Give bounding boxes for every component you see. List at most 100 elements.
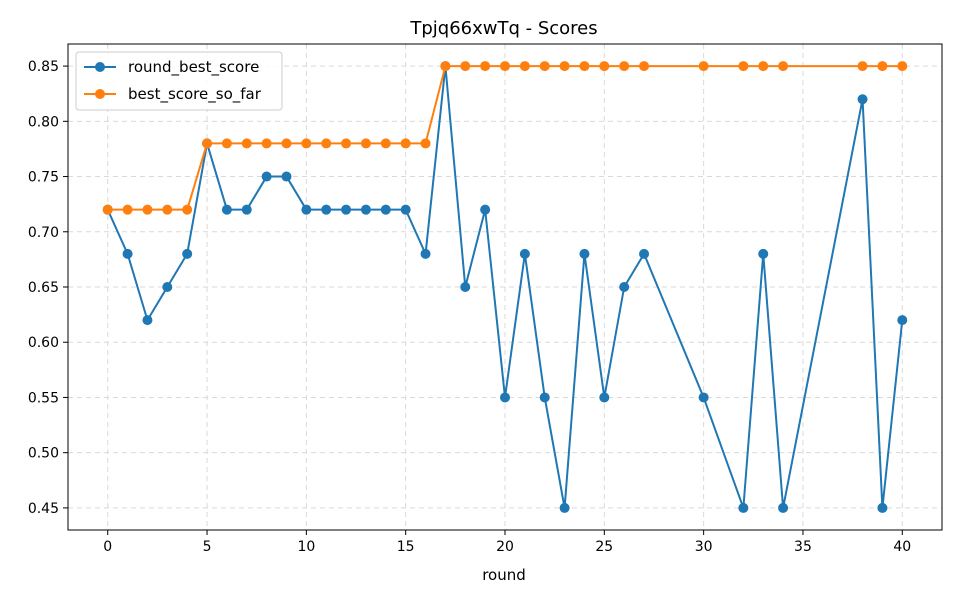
data-point — [579, 248, 590, 259]
data-point — [559, 502, 570, 513]
data-point — [221, 204, 232, 215]
data-point — [162, 282, 173, 292]
data-point — [619, 282, 630, 292]
data-point — [480, 61, 491, 72]
data-point — [400, 138, 411, 149]
data-point — [639, 61, 650, 72]
data-point — [460, 61, 471, 72]
data-point — [738, 61, 749, 72]
data-point — [698, 61, 709, 72]
series-best_score_so_far — [102, 61, 908, 215]
y-tick-label: 0.80 — [28, 114, 59, 130]
x-tick-label: 10 — [297, 539, 315, 555]
data-point — [400, 204, 411, 215]
data-point — [301, 204, 312, 215]
data-point — [380, 138, 391, 149]
data-point — [341, 204, 352, 215]
legend-box — [75, 51, 283, 111]
y-tick-label: 0.50 — [28, 446, 59, 462]
legend-label: best_score_so_far — [128, 85, 262, 104]
x-axis-label: round — [482, 566, 526, 584]
data-point — [221, 138, 232, 149]
data-point — [599, 61, 610, 72]
legend-item: best_score_so_far — [84, 85, 262, 104]
data-point — [182, 204, 193, 215]
data-point — [778, 61, 789, 72]
data-point — [877, 61, 888, 72]
legend-label: round_best_score — [128, 58, 259, 77]
x-tick-label: 40 — [893, 539, 911, 555]
data-point — [380, 204, 391, 215]
x-tick-label: 25 — [595, 539, 613, 555]
data-point — [241, 138, 252, 149]
legend: round_best_score best_score_so_far — [75, 51, 283, 111]
data-point — [202, 138, 213, 149]
data-point — [877, 502, 888, 513]
data-point — [102, 204, 113, 215]
y-tick-label: 0.65 — [28, 280, 59, 296]
data-point — [142, 204, 153, 215]
data-point — [500, 392, 510, 403]
legend-item: round_best_score — [84, 58, 259, 77]
y-tick-label: 0.85 — [28, 59, 59, 75]
data-point — [539, 61, 550, 72]
data-point — [619, 61, 630, 72]
data-point — [360, 204, 371, 215]
legend-swatch-marker — [95, 62, 105, 72]
data-point — [261, 138, 272, 149]
data-point — [420, 248, 431, 259]
data-point — [758, 248, 769, 259]
x-tick-label: 35 — [794, 539, 812, 555]
x-tick-label: 15 — [397, 539, 415, 555]
data-point — [897, 315, 908, 326]
x-tick-label: 5 — [203, 539, 212, 555]
data-point — [897, 61, 908, 72]
data-point — [579, 61, 590, 72]
legend-swatch-marker — [95, 89, 105, 99]
chart-title: Tpjq66xwTq - Scores — [409, 18, 597, 39]
x-tick-label: 20 — [496, 539, 514, 555]
data-point — [281, 171, 292, 182]
data-point — [857, 61, 868, 72]
data-point — [122, 204, 133, 215]
y-tick-label: 0.70 — [28, 225, 59, 241]
data-point — [321, 204, 332, 215]
y-tick-label: 0.75 — [28, 170, 59, 186]
data-point — [122, 248, 133, 259]
data-point — [182, 248, 193, 259]
grid — [68, 44, 942, 530]
data-point — [559, 61, 570, 72]
y-tick-label: 0.45 — [28, 501, 59, 517]
data-point — [698, 392, 709, 403]
data-point — [162, 204, 173, 215]
data-point — [360, 138, 371, 149]
data-point — [758, 61, 769, 72]
data-point — [738, 502, 749, 513]
y-tick-label: 0.60 — [28, 335, 59, 351]
data-point — [599, 392, 610, 403]
data-point — [519, 61, 530, 72]
series-layer — [102, 61, 908, 513]
data-point — [420, 138, 431, 149]
data-point — [857, 94, 868, 105]
data-point — [301, 138, 312, 149]
data-point — [142, 315, 153, 326]
data-point — [500, 61, 510, 72]
data-point — [261, 171, 272, 182]
plot-frame — [67, 43, 943, 531]
data-point — [241, 204, 252, 215]
data-point — [639, 248, 650, 259]
y-tick-label: 0.55 — [28, 390, 59, 406]
x-tick-label: 30 — [695, 539, 713, 555]
axis-ticks: 0 5 10 15 20 25 30 35 40 0.45 0.50 0.55 0.60 0.65 0.70… — [28, 59, 911, 555]
data-point — [519, 248, 530, 259]
data-point — [341, 138, 352, 149]
data-point — [539, 392, 550, 403]
data-point — [440, 61, 451, 72]
data-point — [480, 204, 491, 215]
x-tick-label: 0 — [103, 539, 112, 555]
data-point — [321, 138, 332, 149]
data-point — [281, 138, 292, 149]
